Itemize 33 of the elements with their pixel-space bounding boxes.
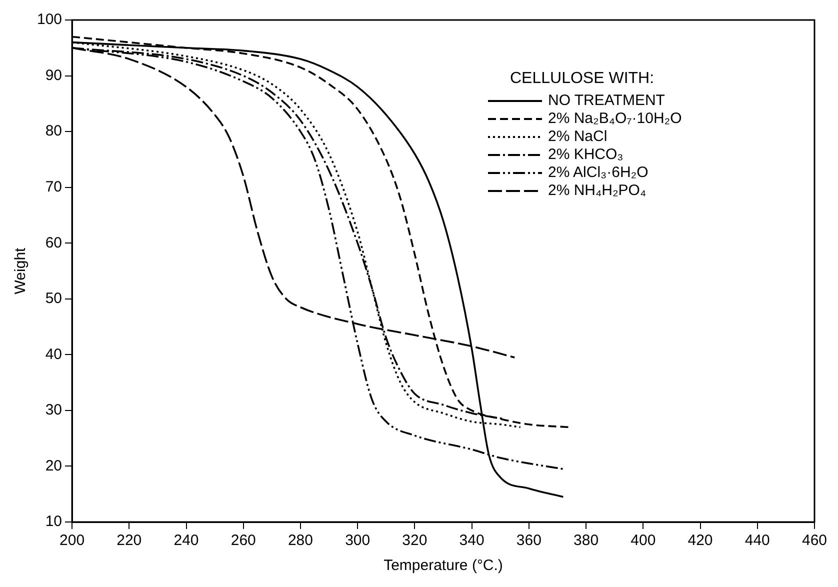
- y-tick-label: 60: [45, 234, 62, 252]
- x-axis-title: Temperature (°C.): [384, 557, 503, 574]
- x-tick-label: 460: [802, 532, 827, 550]
- x-tick-label: 280: [288, 532, 313, 550]
- x-tick-label: 220: [116, 532, 142, 550]
- x-tick-label: 420: [688, 532, 713, 550]
- y-tick-label: 70: [45, 178, 62, 196]
- legend-title: CELLULOSE WITH:: [510, 70, 656, 88]
- legend-label: 2% Na₂B₄O₇·10H₂O: [548, 110, 682, 128]
- y-tick-label: 20: [45, 457, 62, 474]
- y-tick-label: 100: [36, 11, 62, 28]
- y-tick-label: 10: [45, 513, 62, 530]
- x-tick-label: 400: [630, 532, 656, 550]
- legend-label: 2% NaCl: [548, 128, 608, 146]
- y-tick-label: 40: [45, 346, 62, 363]
- x-tick-label: 380: [574, 532, 599, 550]
- legend-label: NO TREATMENT: [548, 92, 665, 110]
- x-tick-label: 200: [60, 532, 85, 550]
- x-tick-label: 340: [459, 532, 484, 550]
- y-tick-label: 80: [45, 122, 62, 140]
- x-tick-label: 240: [174, 532, 199, 550]
- y-tick-label: 50: [45, 290, 62, 308]
- legend-label: 2% NH₄H₂PO₄: [548, 182, 646, 200]
- y-axis-title: Weight: [12, 246, 30, 294]
- x-tick-label: 260: [230, 532, 256, 550]
- y-tick-label: 30: [45, 402, 62, 419]
- x-tick-label: 320: [402, 532, 428, 550]
- x-tick-label: 300: [345, 532, 370, 550]
- x-tick-label: 440: [744, 532, 770, 550]
- legend-label: 2% KHCO₃: [548, 146, 624, 164]
- legend-label: 2% AlCl₃·6H₂O: [548, 164, 648, 182]
- x-tick-label: 360: [516, 532, 542, 550]
- y-tick-label: 90: [45, 66, 62, 84]
